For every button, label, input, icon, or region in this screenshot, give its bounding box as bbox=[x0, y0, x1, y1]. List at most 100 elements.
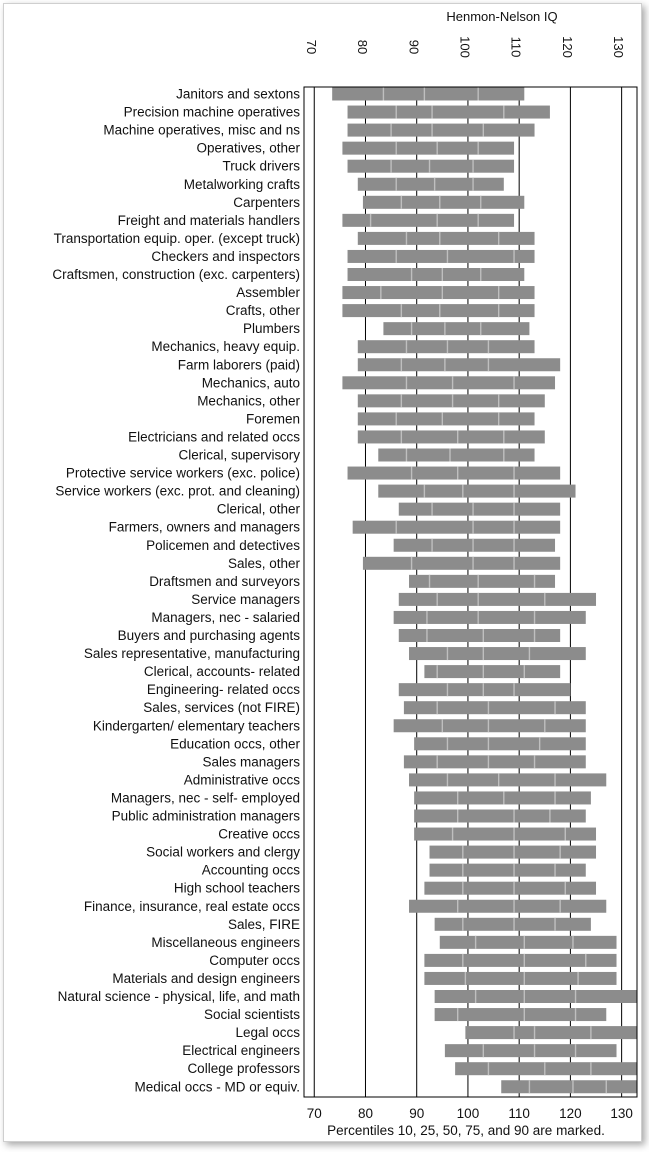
bar-row bbox=[434, 1008, 607, 1022]
bar-row bbox=[357, 394, 545, 408]
bar bbox=[347, 123, 535, 137]
bar bbox=[414, 791, 591, 805]
bar-row bbox=[403, 755, 586, 769]
bar-row bbox=[362, 195, 525, 209]
bottom-tick-label: 70 bbox=[307, 1106, 322, 1121]
bar bbox=[444, 1044, 617, 1058]
top-tick-label: 90 bbox=[406, 40, 421, 54]
row-label: Administrative occs bbox=[184, 772, 301, 787]
bar-row bbox=[357, 177, 504, 191]
bar-row bbox=[342, 286, 535, 300]
bar-row bbox=[424, 953, 617, 967]
row-label: College professors bbox=[187, 1061, 300, 1076]
row-label: Carpenters bbox=[233, 195, 300, 210]
row-label: Precision machine operatives bbox=[124, 105, 301, 120]
row-label: Legal occs bbox=[235, 1025, 300, 1040]
bar bbox=[347, 105, 550, 119]
row-label: Farm laborers (paid) bbox=[178, 357, 300, 372]
row-label: Mechanics, auto bbox=[202, 375, 300, 390]
bar bbox=[347, 159, 515, 173]
top-tick-label: 110 bbox=[509, 37, 524, 58]
top-tick-label: 120 bbox=[560, 36, 575, 58]
bar bbox=[455, 1062, 637, 1076]
bar-row bbox=[357, 358, 561, 372]
bottom-tick-label: 90 bbox=[409, 1106, 424, 1121]
row-label: Social workers and clergy bbox=[146, 845, 300, 860]
bar-row bbox=[378, 484, 576, 498]
bar-row bbox=[383, 322, 530, 336]
row-label: Clerical, accounts- related bbox=[144, 664, 300, 679]
row-label: Freight and materials handlers bbox=[118, 213, 301, 228]
bar-row bbox=[357, 340, 535, 354]
top-axis-ticks: 70 80 90 100 110 120 130 bbox=[304, 36, 626, 58]
bar-row bbox=[362, 556, 561, 570]
row-label: Sales, FIRE bbox=[228, 917, 300, 932]
bar-row bbox=[409, 773, 607, 787]
bar-row bbox=[332, 87, 525, 101]
bar-row bbox=[398, 592, 597, 606]
chart-note: Percentiles 10, 25, 50, 75, and 90 are m… bbox=[327, 1123, 605, 1138]
bar-row bbox=[501, 1080, 637, 1094]
bottom-tick-label: 80 bbox=[358, 1106, 373, 1121]
bottom-tick-label: 100 bbox=[457, 1106, 480, 1121]
row-label: Checkers and inspectors bbox=[151, 249, 300, 264]
bar-row bbox=[444, 1044, 617, 1058]
bar bbox=[362, 556, 561, 570]
bar-row bbox=[342, 376, 556, 390]
bar bbox=[409, 773, 607, 787]
bar bbox=[383, 322, 530, 336]
row-label: Natural science - physical, life, and ma… bbox=[58, 989, 300, 1004]
bar bbox=[378, 484, 576, 498]
row-label: Sales, other bbox=[228, 556, 301, 571]
bar bbox=[403, 755, 586, 769]
bar bbox=[429, 863, 586, 877]
bar bbox=[501, 1080, 637, 1094]
row-label: Electrical engineers bbox=[182, 1043, 300, 1058]
bar bbox=[424, 881, 597, 895]
row-label: Miscellaneous engineers bbox=[151, 935, 300, 950]
bar bbox=[357, 394, 545, 408]
row-label: Materials and design engineers bbox=[112, 971, 300, 986]
bar bbox=[434, 1008, 607, 1022]
bar bbox=[409, 647, 586, 661]
bar bbox=[352, 520, 561, 534]
bar bbox=[424, 953, 617, 967]
bar-row bbox=[347, 249, 535, 263]
bottom-tick-label: 120 bbox=[559, 1106, 582, 1121]
bar bbox=[434, 990, 637, 1003]
bar-row bbox=[393, 538, 556, 552]
row-label: Farmers, owners and managers bbox=[109, 520, 301, 535]
row-label: Kindergarten/ elementary teachers bbox=[93, 718, 300, 733]
row-label: Clerical, supervisory bbox=[178, 448, 300, 463]
row-label: Transportation equip. oper. (except truc… bbox=[54, 231, 300, 246]
bar bbox=[362, 195, 525, 209]
bar-row bbox=[424, 971, 617, 985]
row-label: Foremen bbox=[246, 411, 300, 426]
bar-row bbox=[347, 105, 550, 119]
bar-row bbox=[414, 827, 597, 841]
bar bbox=[424, 971, 617, 985]
bar-row bbox=[465, 1026, 637, 1040]
bar-row bbox=[403, 701, 586, 715]
bar-row bbox=[455, 1062, 637, 1076]
bar-row bbox=[357, 430, 545, 444]
bar-row bbox=[342, 304, 535, 318]
bar bbox=[393, 719, 586, 733]
bar-row bbox=[414, 809, 586, 823]
bar bbox=[357, 177, 504, 191]
bottom-tick-label: 130 bbox=[610, 1106, 633, 1121]
bar-row bbox=[414, 791, 591, 805]
bar-row bbox=[398, 683, 571, 697]
bar bbox=[439, 935, 617, 949]
row-label: Machine operatives, misc and ns bbox=[103, 123, 300, 138]
bar bbox=[357, 430, 545, 444]
row-label: Managers, nec - salaried bbox=[151, 610, 300, 625]
bar-row bbox=[342, 141, 515, 155]
row-label: Engineering- related occs bbox=[147, 682, 300, 697]
row-label: Assembler bbox=[236, 285, 300, 300]
bar bbox=[414, 809, 586, 823]
bar-row bbox=[347, 268, 525, 281]
row-label: Medical occs - MD or equiv. bbox=[134, 1079, 300, 1094]
bar-row bbox=[352, 520, 561, 534]
row-label: Mechanics, other bbox=[197, 393, 300, 408]
